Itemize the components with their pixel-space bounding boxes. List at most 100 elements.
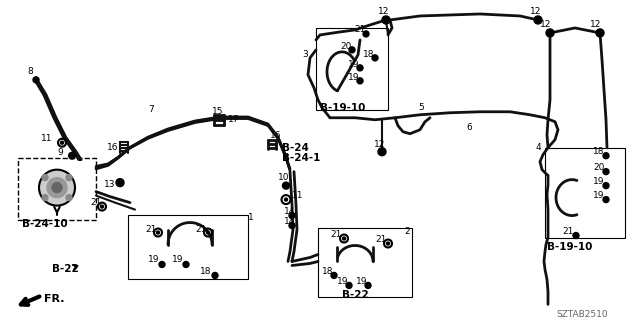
Text: 19: 19 xyxy=(348,73,360,82)
Text: 18: 18 xyxy=(322,267,333,276)
Circle shape xyxy=(346,283,352,288)
Circle shape xyxy=(39,170,75,205)
Text: 21: 21 xyxy=(195,225,206,234)
Text: 16: 16 xyxy=(107,143,118,152)
Text: 18: 18 xyxy=(200,267,211,276)
Circle shape xyxy=(603,169,609,175)
Circle shape xyxy=(546,29,554,37)
Text: B-24-10: B-24-10 xyxy=(22,219,68,228)
Circle shape xyxy=(66,175,72,180)
Circle shape xyxy=(365,283,371,288)
Text: 11: 11 xyxy=(40,134,52,143)
Circle shape xyxy=(603,153,609,159)
Circle shape xyxy=(52,183,62,193)
Text: B-19-10: B-19-10 xyxy=(547,243,593,252)
Circle shape xyxy=(61,141,63,144)
Circle shape xyxy=(342,237,346,240)
Text: 21: 21 xyxy=(562,227,573,236)
Text: 21: 21 xyxy=(354,25,365,35)
Circle shape xyxy=(363,31,369,37)
Text: 19: 19 xyxy=(148,255,159,264)
Circle shape xyxy=(212,272,218,278)
Circle shape xyxy=(183,261,189,268)
Circle shape xyxy=(207,231,209,234)
Text: B-24-1: B-24-1 xyxy=(282,153,321,163)
Text: 13: 13 xyxy=(104,180,115,189)
Circle shape xyxy=(282,182,289,189)
Text: 19: 19 xyxy=(356,277,367,286)
Bar xyxy=(316,28,388,110)
Circle shape xyxy=(603,196,609,203)
Circle shape xyxy=(157,231,159,234)
Text: B-22: B-22 xyxy=(342,290,369,300)
Circle shape xyxy=(387,242,390,245)
Polygon shape xyxy=(128,215,248,279)
Circle shape xyxy=(596,29,604,37)
Circle shape xyxy=(289,212,295,219)
Circle shape xyxy=(47,178,67,197)
Text: SZTAB2510: SZTAB2510 xyxy=(556,310,607,319)
Text: B-24: B-24 xyxy=(282,143,309,153)
Circle shape xyxy=(289,222,295,228)
Circle shape xyxy=(357,78,363,84)
Circle shape xyxy=(382,16,390,24)
Bar xyxy=(18,158,96,220)
Text: 12: 12 xyxy=(590,20,602,29)
Text: 8: 8 xyxy=(27,67,33,76)
Circle shape xyxy=(534,16,542,24)
Text: 19: 19 xyxy=(593,191,605,200)
Text: 17: 17 xyxy=(228,115,239,124)
Text: 19: 19 xyxy=(348,60,360,69)
Text: 12: 12 xyxy=(540,20,552,29)
Circle shape xyxy=(357,65,363,71)
Circle shape xyxy=(573,233,579,238)
Circle shape xyxy=(378,148,386,156)
Circle shape xyxy=(372,55,378,61)
Text: 20: 20 xyxy=(340,43,351,52)
Circle shape xyxy=(159,261,165,268)
Text: 18: 18 xyxy=(593,147,605,156)
Circle shape xyxy=(349,47,355,53)
Text: 12: 12 xyxy=(374,140,385,149)
Text: 16: 16 xyxy=(270,131,282,140)
Text: 4: 4 xyxy=(536,143,541,152)
Text: 5: 5 xyxy=(418,103,424,112)
Text: 11: 11 xyxy=(292,191,303,200)
Circle shape xyxy=(42,175,48,180)
Bar xyxy=(545,148,625,237)
Text: 7: 7 xyxy=(148,105,154,114)
Text: B-22: B-22 xyxy=(52,264,79,275)
Text: 19: 19 xyxy=(172,255,184,264)
Text: B-19-10: B-19-10 xyxy=(320,103,365,113)
Text: 6: 6 xyxy=(466,123,472,132)
Text: 21: 21 xyxy=(90,198,101,207)
Text: 12: 12 xyxy=(530,7,541,16)
Circle shape xyxy=(100,205,104,208)
Text: 15: 15 xyxy=(212,107,223,116)
Circle shape xyxy=(331,272,337,278)
Text: 2: 2 xyxy=(404,227,410,236)
Text: 12: 12 xyxy=(378,7,389,16)
Text: 1: 1 xyxy=(248,213,253,222)
Circle shape xyxy=(603,183,609,188)
Text: 18: 18 xyxy=(363,50,374,60)
Text: 3: 3 xyxy=(302,50,308,60)
Text: 10: 10 xyxy=(278,173,289,182)
Text: 21: 21 xyxy=(145,225,156,234)
Text: 21: 21 xyxy=(330,230,341,239)
Text: 19: 19 xyxy=(593,177,605,186)
Polygon shape xyxy=(318,228,412,297)
Text: 14: 14 xyxy=(284,217,296,226)
Text: 9: 9 xyxy=(57,148,63,157)
Circle shape xyxy=(116,179,124,187)
Circle shape xyxy=(70,154,74,157)
Text: 14: 14 xyxy=(284,207,296,216)
Text: 19: 19 xyxy=(337,277,349,286)
Text: 20: 20 xyxy=(593,163,604,172)
Circle shape xyxy=(66,195,72,201)
Circle shape xyxy=(42,195,48,201)
Circle shape xyxy=(285,198,287,201)
Text: 21: 21 xyxy=(375,235,387,244)
Circle shape xyxy=(33,77,39,83)
Text: FR.: FR. xyxy=(44,294,65,304)
